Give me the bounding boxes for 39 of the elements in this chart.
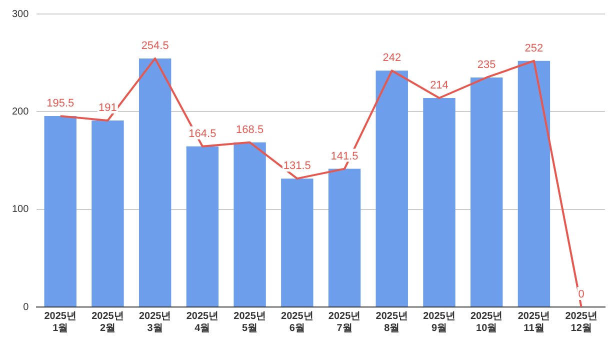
bar bbox=[281, 178, 314, 306]
bar bbox=[234, 142, 266, 306]
x-tick-label: 2025년 10월 bbox=[470, 310, 503, 334]
data-label: 254.5 bbox=[141, 40, 169, 52]
data-label: 168.5 bbox=[236, 124, 264, 136]
y-tick-label: 200 bbox=[12, 106, 30, 118]
x-tick-label: 2025년 6월 bbox=[281, 310, 314, 334]
bar bbox=[376, 70, 408, 306]
x-tick-label: 2025년 9월 bbox=[423, 310, 456, 334]
data-label: 235 bbox=[477, 59, 496, 72]
data-label: 131.5 bbox=[283, 160, 311, 172]
data-label: 191 bbox=[98, 102, 117, 114]
bar bbox=[423, 98, 456, 306]
bar bbox=[92, 120, 124, 306]
data-label: 141.5 bbox=[330, 150, 358, 162]
y-tick-label: 0 bbox=[23, 302, 30, 313]
x-tick-label: 2025년 11월 bbox=[518, 310, 550, 334]
bar bbox=[328, 168, 361, 306]
x-tick-label: 2025년 1월 bbox=[44, 310, 76, 334]
bar bbox=[470, 77, 503, 306]
x-tick-label: 2025년 12월 bbox=[565, 310, 598, 334]
x-tick-label: 2025년 7월 bbox=[328, 310, 361, 334]
x-tick-label: 2025년 3월 bbox=[138, 310, 172, 334]
bar bbox=[44, 116, 76, 306]
x-tick-label: 2025년 4월 bbox=[186, 310, 219, 334]
data-label: 214 bbox=[430, 80, 448, 92]
data-label: 195.5 bbox=[46, 98, 74, 110]
x-tick-label: 2025년 5월 bbox=[234, 310, 266, 334]
bar bbox=[138, 58, 172, 306]
x-tick-label: 2025년 8월 bbox=[376, 310, 408, 334]
bar bbox=[186, 146, 219, 306]
bar bbox=[518, 60, 550, 306]
y-tick-label: 300 bbox=[12, 8, 30, 20]
data-label: 0 bbox=[578, 288, 584, 301]
x-tick-label: 2025년 2월 bbox=[92, 310, 124, 334]
data-label: 164.5 bbox=[188, 128, 216, 140]
data-label: 242 bbox=[382, 52, 402, 64]
y-tick-label: 100 bbox=[12, 204, 30, 216]
data-label: 252 bbox=[524, 42, 544, 54]
